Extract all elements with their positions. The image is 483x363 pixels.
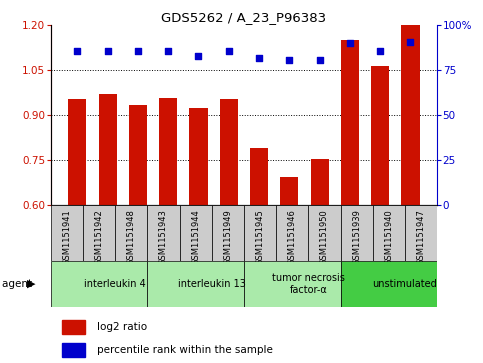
Text: log2 ratio: log2 ratio [97,322,147,332]
Point [255,55,263,61]
Bar [159,98,177,205]
Bar [220,99,238,205]
Text: GSM1151941: GSM1151941 [62,209,71,265]
Bar [51,205,83,261]
Bar [115,205,147,261]
Text: interleukin 13: interleukin 13 [178,279,246,289]
Bar [276,205,308,261]
Bar [180,205,212,261]
Bar [341,40,359,205]
Text: tumor necrosis
factor-α: tumor necrosis factor-α [272,273,345,295]
Bar [371,66,389,205]
Bar [250,148,268,205]
Point [104,48,112,53]
Text: GSM1151946: GSM1151946 [288,209,297,265]
Text: ▶: ▶ [27,279,35,289]
Point [134,48,142,53]
Text: GSM1151945: GSM1151945 [256,209,265,265]
Bar [51,261,147,307]
Text: GSM1151943: GSM1151943 [159,209,168,265]
Point [407,39,414,45]
Point [376,48,384,53]
Text: agent: agent [2,279,36,289]
Bar [244,205,276,261]
Bar [83,205,115,261]
Point [73,48,81,53]
Bar [129,105,147,205]
Point [164,48,172,53]
Bar [373,205,405,261]
Bar [244,261,341,307]
Bar [189,108,208,205]
Bar [401,25,420,205]
Bar [341,261,437,307]
Title: GDS5262 / A_23_P96383: GDS5262 / A_23_P96383 [161,11,327,24]
Text: GSM1151939: GSM1151939 [352,209,361,265]
Bar [280,177,298,205]
Point [346,40,354,46]
Text: GSM1151944: GSM1151944 [191,209,200,265]
Bar [62,320,85,334]
Bar [212,205,244,261]
Point [316,57,324,62]
Bar [99,94,117,205]
Text: GSM1151949: GSM1151949 [223,209,232,265]
Text: GSM1151950: GSM1151950 [320,209,329,265]
Bar [62,343,85,357]
Point [225,48,233,53]
Text: GSM1151940: GSM1151940 [384,209,393,265]
Text: unstimulated: unstimulated [372,279,437,289]
Text: GSM1151947: GSM1151947 [416,209,426,265]
Text: GSM1151948: GSM1151948 [127,209,136,265]
Point [195,53,202,59]
Bar [308,205,341,261]
Bar [68,99,86,205]
Bar [405,205,437,261]
Text: interleukin 4: interleukin 4 [84,279,146,289]
Bar [341,205,373,261]
Bar [311,159,329,205]
Text: GSM1151942: GSM1151942 [95,209,103,265]
Bar [147,205,180,261]
Bar [147,261,244,307]
Point [285,58,293,64]
Text: percentile rank within the sample: percentile rank within the sample [97,345,273,355]
